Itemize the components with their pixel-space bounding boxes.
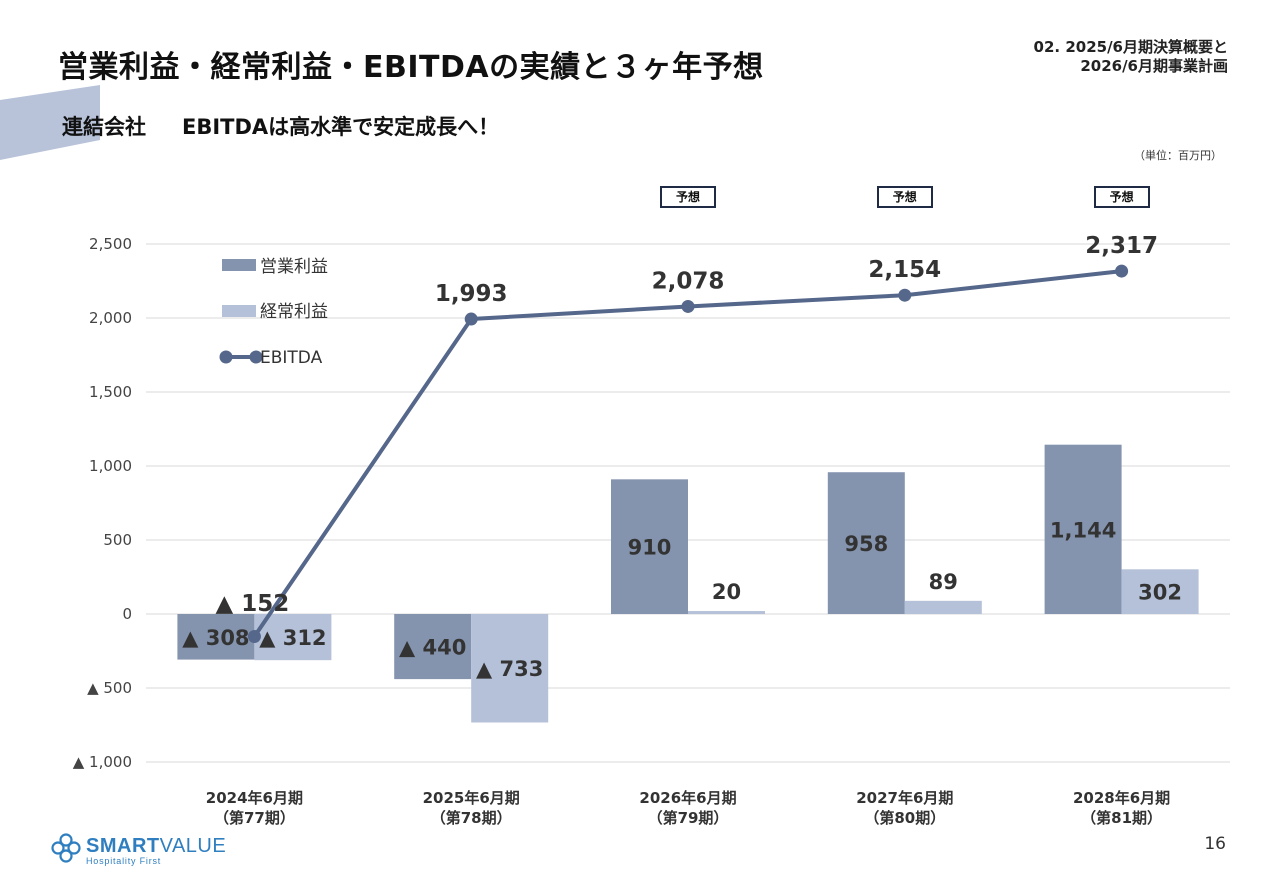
subtitle-prefix: 連結会社	[62, 115, 146, 139]
bar-operating	[394, 614, 472, 680]
data-label-ordinary: ▲ 733	[476, 657, 543, 681]
bar-ordinary	[1121, 569, 1199, 614]
y-tick-label: ▲ 1,000	[73, 753, 132, 771]
x-category-label: 2025年6月期	[423, 789, 520, 807]
data-label-ebitda: 2,154	[868, 257, 941, 283]
data-label-operating: ▲ 440	[399, 636, 466, 660]
x-category-sublabel: （第77期）	[214, 809, 295, 827]
section-line-2: 2026/6月期事業計画	[1080, 57, 1228, 75]
page-number: 16	[1204, 834, 1226, 854]
bar-ordinary	[471, 614, 549, 723]
section-label: 02. 2025/6月期決算概要と 2026/6月期事業計画	[1034, 38, 1228, 76]
legend-swatch-operating	[222, 259, 256, 271]
data-label-operating: ▲ 308	[182, 626, 249, 650]
logo-text: SMARTVALUE	[86, 835, 226, 858]
unit-label: （単位：百万円）	[1134, 149, 1222, 162]
x-category-sublabel: （第79期）	[648, 809, 729, 827]
page-title: 営業利益・経常利益・EBITDAの実績と３ヶ年予想	[58, 50, 764, 85]
data-label-ebitda: ▲ 152	[216, 591, 290, 617]
y-tick-label: ▲ 500	[87, 679, 132, 697]
x-category-sublabel: （第78期）	[431, 809, 512, 827]
ebitda-point	[681, 299, 695, 313]
y-tick-label: 500	[103, 531, 132, 549]
data-label-ebitda: 1,993	[435, 281, 508, 307]
data-label-ordinary: 20	[712, 580, 741, 604]
legend-marker-ebitda	[219, 350, 233, 364]
x-category-label: 2028年6月期	[1073, 789, 1170, 807]
bar-operating	[1044, 444, 1122, 614]
legend-label: 営業利益	[260, 257, 328, 277]
ebitda-point	[247, 629, 261, 643]
y-tick-label: 1,500	[89, 383, 132, 401]
data-label-ordinary: 302	[1138, 581, 1182, 605]
subtitle-main: EBITDAは高水準で安定成長へ！	[182, 115, 500, 139]
logo-tagline: Hospitality First	[86, 856, 162, 866]
legend-label: EBITDA	[260, 348, 323, 368]
legend-marker-ebitda	[249, 350, 263, 364]
logo-icon	[51, 833, 81, 863]
data-label-operating: 910	[628, 536, 672, 560]
accent-band	[0, 85, 100, 160]
logo-text-rest: VALUE	[159, 835, 227, 857]
y-tick-label: 2,500	[89, 235, 132, 253]
data-label-operating: 958	[844, 532, 888, 556]
ebitda-point	[464, 312, 478, 326]
bar-ordinary	[688, 611, 765, 614]
ebitda-point	[1115, 264, 1129, 278]
bar-ordinary	[904, 600, 982, 614]
y-tick-label: 0	[122, 605, 132, 623]
ebitda-point	[898, 288, 912, 302]
bar-ordinary	[254, 614, 332, 661]
x-category-label: 2024年6月期	[206, 789, 303, 807]
forecast-tag: 予想	[876, 186, 933, 208]
data-label-ordinary: ▲ 312	[259, 626, 326, 650]
data-label-operating: 1,144	[1050, 518, 1116, 542]
logo-text-bold: SMART	[86, 835, 160, 857]
forecast-tag: 予想	[1093, 186, 1150, 208]
x-category-sublabel: （第80期）	[864, 809, 945, 827]
bar-operating	[827, 472, 905, 614]
data-label-ebitda: 2,317	[1085, 233, 1158, 259]
legend-label: 経常利益	[260, 302, 328, 322]
x-category-label: 2026年6月期	[639, 789, 736, 807]
data-label-ebitda: 2,078	[652, 268, 725, 294]
bar-operating	[177, 614, 255, 660]
x-category-sublabel: （第81期）	[1081, 809, 1162, 827]
data-label-ordinary: 89	[929, 570, 958, 594]
bar-operating	[611, 479, 688, 614]
legend-swatch-ordinary	[222, 305, 256, 317]
x-category-label: 2027年6月期	[856, 789, 953, 807]
section-line-1: 02. 2025/6月期決算概要と	[1033, 38, 1228, 56]
y-tick-label: 2,000	[89, 309, 132, 327]
y-tick-label: 1,000	[89, 457, 132, 475]
forecast-tag: 予想	[660, 186, 716, 208]
subtitle: 連結会社 EBITDAは高水準で安定成長へ！	[62, 111, 499, 141]
